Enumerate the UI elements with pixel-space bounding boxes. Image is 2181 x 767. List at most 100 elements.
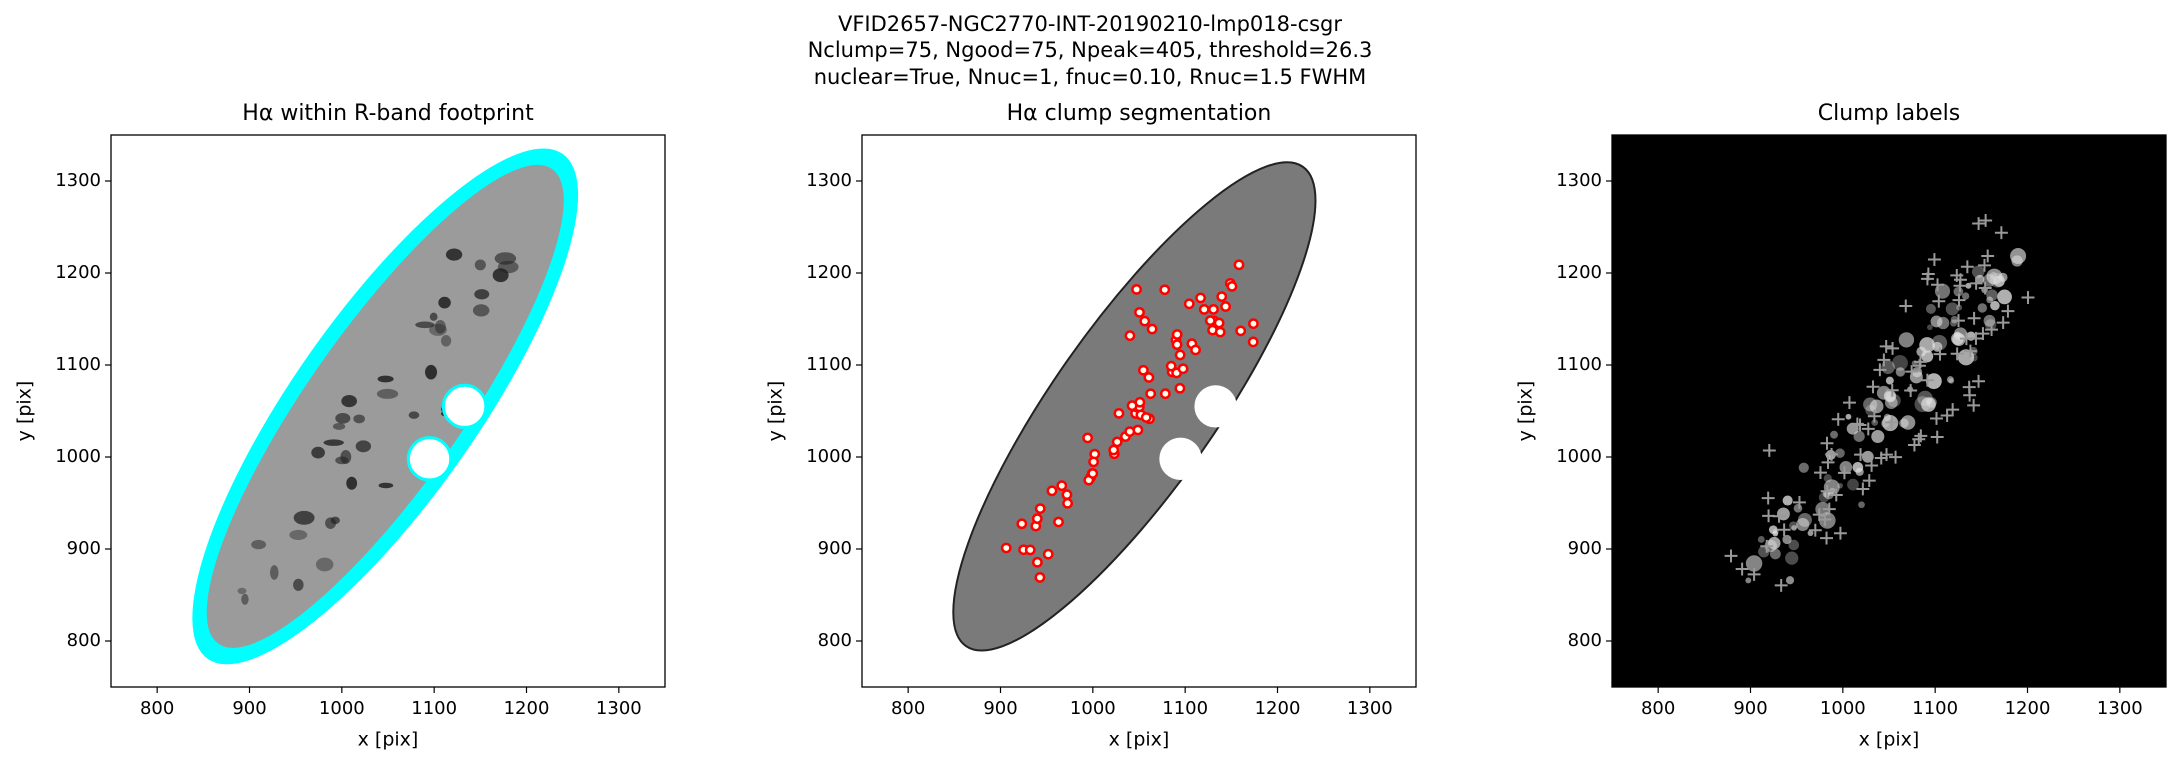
peak-marker — [1777, 523, 1791, 537]
peak-marker — [1831, 412, 1845, 426]
image — [1612, 135, 2166, 687]
clump-marker — [1161, 286, 1169, 294]
peak-marker — [1822, 502, 1836, 516]
clump-marker — [1179, 365, 1187, 373]
emission-blob — [434, 320, 446, 334]
label-pixel — [1925, 373, 1942, 390]
clump-marker — [1221, 302, 1229, 310]
label-pixel — [1950, 315, 1959, 324]
y-tick-label: 1100 — [55, 354, 101, 375]
star-mask — [1194, 385, 1237, 428]
y-axis-label: y [pix] — [14, 381, 36, 442]
clump-marker — [1147, 390, 1155, 398]
peak-marker — [1873, 363, 1887, 377]
peak-marker — [1842, 396, 1856, 410]
label-pixel — [1782, 534, 1792, 545]
clump-marker — [1033, 558, 1041, 566]
peak-marker — [1762, 444, 1776, 457]
label-pixel — [1883, 389, 1897, 403]
emission-blob — [293, 510, 315, 525]
clump-marker — [1148, 325, 1156, 333]
clump-marker — [1026, 546, 1034, 554]
peak-marker — [1954, 273, 1967, 287]
emission-blob — [330, 516, 340, 525]
clump-marker — [1176, 351, 1184, 359]
emission-blob — [335, 412, 351, 424]
clump-marker — [1002, 544, 1010, 552]
clump-marker — [1216, 328, 1224, 336]
emission-blob — [440, 335, 452, 347]
peak-marker — [1735, 562, 1749, 576]
clump-marker — [1200, 305, 1208, 313]
label-pixel — [1919, 337, 1935, 353]
emission-blob — [341, 394, 357, 408]
peak-marker — [1865, 459, 1879, 472]
x-tick-label: 1100 — [1912, 698, 1958, 719]
axes-frame — [110, 134, 666, 688]
peak-marker — [1979, 214, 1993, 227]
label-pixel — [1885, 376, 1894, 385]
label-pixel — [1997, 289, 2012, 305]
peak-marker — [1981, 249, 1995, 263]
y-tick-label: 800 — [818, 630, 852, 651]
label-pixel — [1946, 376, 1954, 383]
galaxy-image — [206, 164, 564, 648]
x-tick-label: 1000 — [1820, 698, 1866, 719]
clump-marker — [1167, 362, 1175, 370]
label-pixel — [1745, 577, 1752, 584]
peak-marker — [1814, 466, 1827, 480]
peak-marker — [1862, 474, 1876, 488]
label-pixel — [1927, 324, 1933, 331]
x-tick-label: 1200 — [504, 698, 550, 719]
clump-marker — [1191, 346, 1199, 354]
peak-marker — [1761, 491, 1775, 505]
clump-marker — [1018, 520, 1026, 528]
y-tick-label: 1200 — [1556, 262, 1602, 283]
label-pixel — [1930, 315, 1943, 328]
peak-marker — [1885, 383, 1899, 397]
y-tick-label: 1300 — [55, 170, 101, 191]
peak-marker — [1820, 484, 1834, 498]
peak-marker — [1874, 451, 1888, 465]
emission-blob — [429, 312, 438, 321]
image-panel — [192, 148, 579, 665]
peak-marker — [1833, 526, 1847, 540]
peak-marker — [1889, 450, 1903, 464]
label-pixel — [1758, 545, 1770, 558]
clump-marker — [1206, 316, 1214, 324]
label-pixel — [1921, 397, 1936, 412]
label-pixel — [1757, 536, 1765, 543]
peak-marker — [1907, 438, 1921, 452]
y-tick-label: 800 — [1568, 630, 1602, 651]
label-pixel — [1830, 430, 1839, 439]
label-pixel — [1914, 396, 1931, 413]
x-tick-label: 1300 — [2097, 698, 2143, 719]
peak-marker — [1940, 409, 1954, 422]
peak-marker — [1820, 436, 1834, 450]
label-pixel — [1858, 501, 1865, 509]
label-pixel — [1823, 474, 1832, 483]
clump-marker — [1173, 340, 1181, 348]
clump-marker — [1113, 438, 1121, 446]
clump-marker — [1209, 305, 1217, 313]
y-tick-label: 1000 — [806, 446, 852, 467]
clump-marker — [1228, 282, 1236, 290]
clump-marker — [1054, 518, 1062, 526]
label-pixel — [1788, 539, 1800, 551]
y-tick-label: 900 — [818, 538, 852, 559]
label-pixel — [1975, 274, 1985, 284]
emission-blob — [376, 388, 399, 399]
clump-marker — [1048, 487, 1056, 495]
emission-blob — [346, 476, 358, 490]
label-pixel — [1986, 268, 2003, 285]
peak-marker — [1962, 380, 1976, 394]
axes-title: Clump labels — [1818, 101, 1960, 126]
label-pixel — [1768, 525, 1778, 534]
y-tick-label: 900 — [67, 538, 101, 559]
peak-marker — [1950, 347, 1964, 361]
peak-marker — [1914, 429, 1928, 443]
peak-marker — [2021, 291, 2035, 304]
x-tick-label: 1200 — [1255, 698, 1301, 719]
peak-marker — [1877, 353, 1891, 367]
peak-marker — [1724, 549, 1738, 563]
